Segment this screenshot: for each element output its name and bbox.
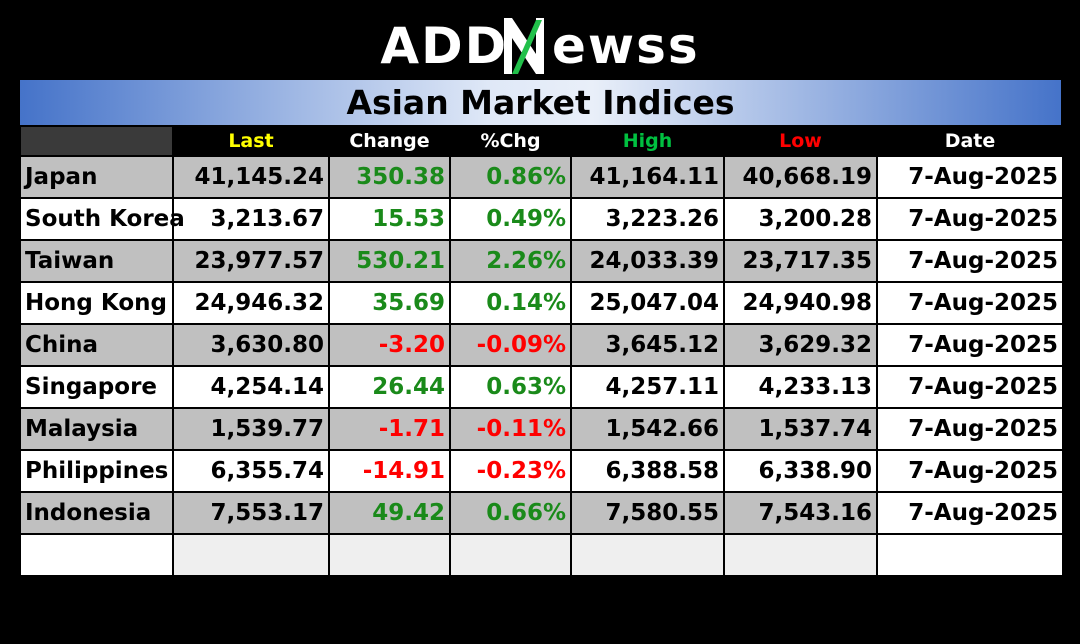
logo: ADDNewss (0, 14, 1080, 78)
pct-change-cell: 0.63% (449, 365, 572, 409)
change-cell: 35.69 (328, 281, 451, 325)
low-cell: 1,537.74 (723, 407, 878, 451)
table-row: Singapore 4,254.14 26.44 0.63% 4,257.11 4,233… (19, 365, 1064, 409)
empty-cell (328, 533, 451, 577)
pct-change-cell: 0.49% (449, 197, 572, 241)
low-cell: 6,338.90 (723, 449, 878, 493)
logo-n-mark-icon: N (504, 14, 552, 78)
header-change: Change (328, 125, 451, 157)
high-cell: 25,047.04 (570, 281, 725, 325)
table-row: Taiwan 23,977.57 530.21 2.26% 24,033.39 23,71… (19, 239, 1064, 283)
market-name-cell: South Korea (19, 197, 185, 241)
market-name-cell: Singapore (19, 365, 174, 409)
date-cell: 7-Aug-2025 (876, 323, 1064, 367)
low-cell: 7,543.16 (723, 491, 878, 535)
change-cell: 49.42 (328, 491, 451, 535)
pct-change-cell: -0.09% (449, 323, 572, 367)
high-cell: 7,580.55 (570, 491, 725, 535)
empty-cell (172, 533, 330, 577)
low-cell: 4,233.13 (723, 365, 878, 409)
date-cell: 7-Aug-2025 (876, 407, 1064, 451)
high-cell: 4,257.11 (570, 365, 725, 409)
table-row: Malaysia 1,539.77 -1.71 -0.11% 1,542.66 1,537… (19, 407, 1064, 451)
table-row: Hong Kong 24,946.32 35.69 0.14% 25,047.04 24,… (19, 281, 1064, 325)
last-cell: 3,213.67 (172, 197, 330, 241)
last-cell: 1,539.77 (172, 407, 330, 451)
change-cell: 350.38 (328, 155, 451, 199)
header-corner (19, 125, 174, 157)
date-cell: 7-Aug-2025 (876, 197, 1064, 241)
last-cell: 7,553.17 (172, 491, 330, 535)
table-row: Philippines 6,355.74 -14.91 -0.23% 6,388.58 6… (19, 449, 1064, 493)
date-cell: 7-Aug-2025 (876, 155, 1064, 199)
last-cell: 3,630.80 (172, 323, 330, 367)
last-cell: 4,254.14 (172, 365, 330, 409)
high-cell: 3,223.26 (570, 197, 725, 241)
header-low: Low (723, 125, 878, 157)
table-row: Japan 41,145.24 350.38 0.86% 41,164.11 40,668… (19, 155, 1064, 199)
header-high: High (570, 125, 725, 157)
empty-cell (19, 533, 174, 577)
table-row: China 3,630.80 -3.20 -0.09% 3,645.12 3,629.32… (19, 323, 1064, 367)
market-name-cell: China (19, 323, 174, 367)
low-cell: 23,717.35 (723, 239, 878, 283)
table-row: Indonesia 7,553.17 49.42 0.66% 7,580.55 7,543… (19, 491, 1064, 535)
logo-text-ewss: ewss (551, 17, 700, 75)
pct-change-cell: 0.86% (449, 155, 572, 199)
last-cell: 6,355.74 (172, 449, 330, 493)
market-name-cell: Japan (19, 155, 174, 199)
empty-cell (876, 533, 1064, 577)
empty-row (19, 533, 1064, 577)
date-cell: 7-Aug-2025 (876, 449, 1064, 493)
date-cell: 7-Aug-2025 (876, 239, 1064, 283)
change-cell: -3.20 (328, 323, 451, 367)
low-cell: 40,668.19 (723, 155, 878, 199)
high-cell: 3,645.12 (570, 323, 725, 367)
date-cell: 7-Aug-2025 (876, 365, 1064, 409)
low-cell: 3,629.32 (723, 323, 878, 367)
change-cell: -1.71 (328, 407, 451, 451)
market-name-cell: Hong Kong (19, 281, 174, 325)
change-cell: -14.91 (328, 449, 451, 493)
market-name-cell: Philippines (19, 449, 174, 493)
pct-change-cell: 2.26% (449, 239, 572, 283)
high-cell: 24,033.39 (570, 239, 725, 283)
change-cell: 15.53 (328, 197, 451, 241)
last-cell: 23,977.57 (172, 239, 330, 283)
date-cell: 7-Aug-2025 (876, 491, 1064, 535)
change-cell: 26.44 (328, 365, 451, 409)
empty-cell (449, 533, 572, 577)
header-date: Date (876, 125, 1064, 157)
pct-change-cell: -0.11% (449, 407, 572, 451)
market-name-cell: Taiwan (19, 239, 174, 283)
header-row: Last Change %Chg High Low Date (19, 125, 1064, 157)
page-title: Asian Market Indices (20, 80, 1061, 125)
high-cell: 41,164.11 (570, 155, 725, 199)
header-last: Last (172, 125, 330, 157)
low-cell: 24,940.98 (723, 281, 878, 325)
market-name-cell: Malaysia (19, 407, 174, 451)
empty-cell (723, 533, 878, 577)
pct-change-cell: 0.66% (449, 491, 572, 535)
high-cell: 6,388.58 (570, 449, 725, 493)
market-name-cell: Indonesia (19, 491, 174, 535)
low-cell: 3,200.28 (723, 197, 878, 241)
change-cell: 530.21 (328, 239, 451, 283)
date-cell: 7-Aug-2025 (876, 281, 1064, 325)
last-cell: 41,145.24 (172, 155, 330, 199)
header-pct-change: %Chg (449, 125, 572, 157)
pct-change-cell: -0.23% (449, 449, 572, 493)
empty-cell (570, 533, 725, 577)
table-row: South Korea 3,213.67 15.53 0.49% 3,223.26 3,2… (19, 197, 1064, 241)
pct-change-cell: 0.14% (449, 281, 572, 325)
logo-text-add: ADD (380, 17, 509, 75)
indices-table: Last Change %Chg High Low Date Japan 41,1… (19, 125, 1064, 577)
high-cell: 1,542.66 (570, 407, 725, 451)
last-cell: 24,946.32 (172, 281, 330, 325)
